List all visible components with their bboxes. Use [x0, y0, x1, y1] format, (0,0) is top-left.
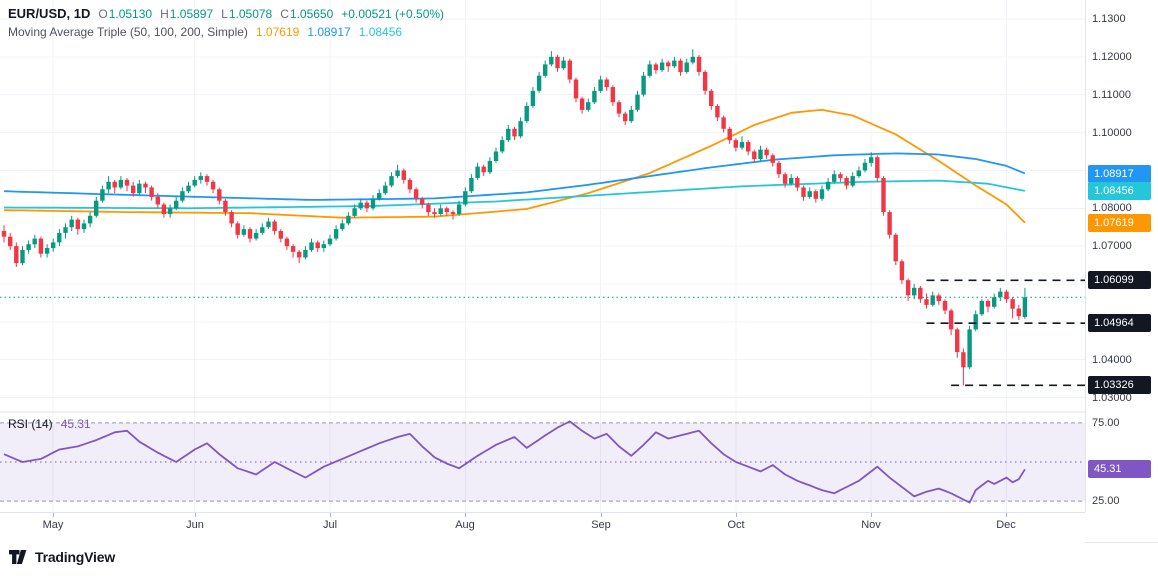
- tradingview-logo-icon[interactable]: [9, 550, 30, 564]
- price-axis-badge: 1.08917: [1088, 165, 1151, 183]
- price-axis-label: 1.04000: [1092, 354, 1132, 366]
- footer: TradingView: [9, 549, 115, 565]
- price-axis-badge: 1.07619: [1088, 214, 1151, 232]
- price-axis-label: 1.11000: [1092, 89, 1131, 101]
- symbol-title[interactable]: EUR/USD, 1D: [8, 6, 91, 21]
- time-axis-label: May: [42, 519, 64, 531]
- ohlc-open: O 1.05130: [98, 7, 152, 21]
- ohlc-low-label: L: [221, 7, 228, 21]
- price-axis-label: 1.07000: [1092, 240, 1132, 252]
- time-axis-tick: [1006, 513, 1007, 517]
- price-axis-label: 1.12000: [1092, 51, 1132, 63]
- price-axis-label: 1.1300: [1092, 13, 1126, 25]
- time-axis-tick: [330, 513, 331, 517]
- chart-canvas[interactable]: [0, 0, 1085, 512]
- time-axis-label: Sep: [591, 519, 611, 531]
- price-axis-badge: 1.04964: [1088, 314, 1151, 332]
- ohlc-close: C 1.05650: [280, 7, 333, 21]
- ohlc-close-value: 1.05650: [289, 7, 334, 21]
- time-axis-label: Dec: [996, 519, 1016, 531]
- ohlc-high: H 1.05897: [160, 7, 213, 21]
- price-axis-label: 1.08000: [1092, 202, 1132, 214]
- time-axis-label: Oct: [727, 519, 745, 531]
- tradingview-brand[interactable]: TradingView: [35, 549, 116, 565]
- price-axis-badge: 1.03326: [1088, 376, 1151, 394]
- ohlc-open-value: 1.05130: [108, 7, 153, 21]
- time-axis-label: Jul: [322, 519, 338, 531]
- time-axis-tick: [736, 513, 737, 517]
- time-axis[interactable]: May Jun Jul Aug Sep Oct Nov Dec: [0, 512, 1085, 543]
- time-axis-tick: [601, 513, 602, 517]
- ma-indicator-title[interactable]: Moving Average Triple (50, 100, 200, Sim…: [8, 25, 248, 39]
- ma50-value: 1.07619: [255, 25, 300, 39]
- ma100-value: 1.08917: [307, 25, 351, 39]
- rsi-axis-label: 25.00: [1092, 495, 1120, 507]
- price-axis-label: 1.03000: [1092, 392, 1132, 404]
- time-axis-tick: [871, 513, 872, 517]
- time-axis-label: Jun: [186, 519, 204, 531]
- rsi-axis-label: 75.00: [1092, 417, 1120, 429]
- ma200-value: 1.08456: [358, 25, 403, 39]
- price-axis-badge: 1.08456: [1088, 182, 1151, 200]
- price-axis-badge: 1.06099: [1088, 271, 1151, 289]
- ohlc-close-label: C: [280, 7, 289, 21]
- time-axis-tick: [53, 513, 54, 517]
- change-value: +0.00521 (+0.50%): [341, 7, 445, 21]
- rsi-indicator-title[interactable]: RSI (14): [8, 417, 53, 431]
- rsi-value: 45.31: [60, 417, 91, 431]
- rsi-axis-badge: 45.31: [1088, 460, 1151, 478]
- legend-moving-average: Moving Average Triple (50, 100, 200, Sim…: [8, 25, 402, 39]
- time-axis-tick: [195, 513, 196, 517]
- ohlc-open-label: O: [98, 7, 108, 21]
- ohlc-high-value: 1.05897: [169, 7, 214, 21]
- ohlc-high-label: H: [160, 7, 169, 21]
- time-axis-label: Aug: [455, 519, 475, 531]
- ohlc-low: L 1.05078: [221, 7, 272, 21]
- legend-rsi: RSI (14) 45.31: [8, 417, 91, 431]
- price-axis-label: 1.10000: [1092, 127, 1132, 139]
- legend-main: EUR/USD, 1D O 1.05130 H 1.05897 L 1.05078 C…: [8, 6, 444, 21]
- price-axis[interactable]: 1.1300 1.12000 1.11000 1.10000 1.08000 1.0700…: [1085, 0, 1158, 512]
- time-axis-tick: [465, 513, 466, 517]
- ohlc-low-value: 1.05078: [228, 7, 273, 21]
- time-axis-label: Nov: [861, 519, 881, 531]
